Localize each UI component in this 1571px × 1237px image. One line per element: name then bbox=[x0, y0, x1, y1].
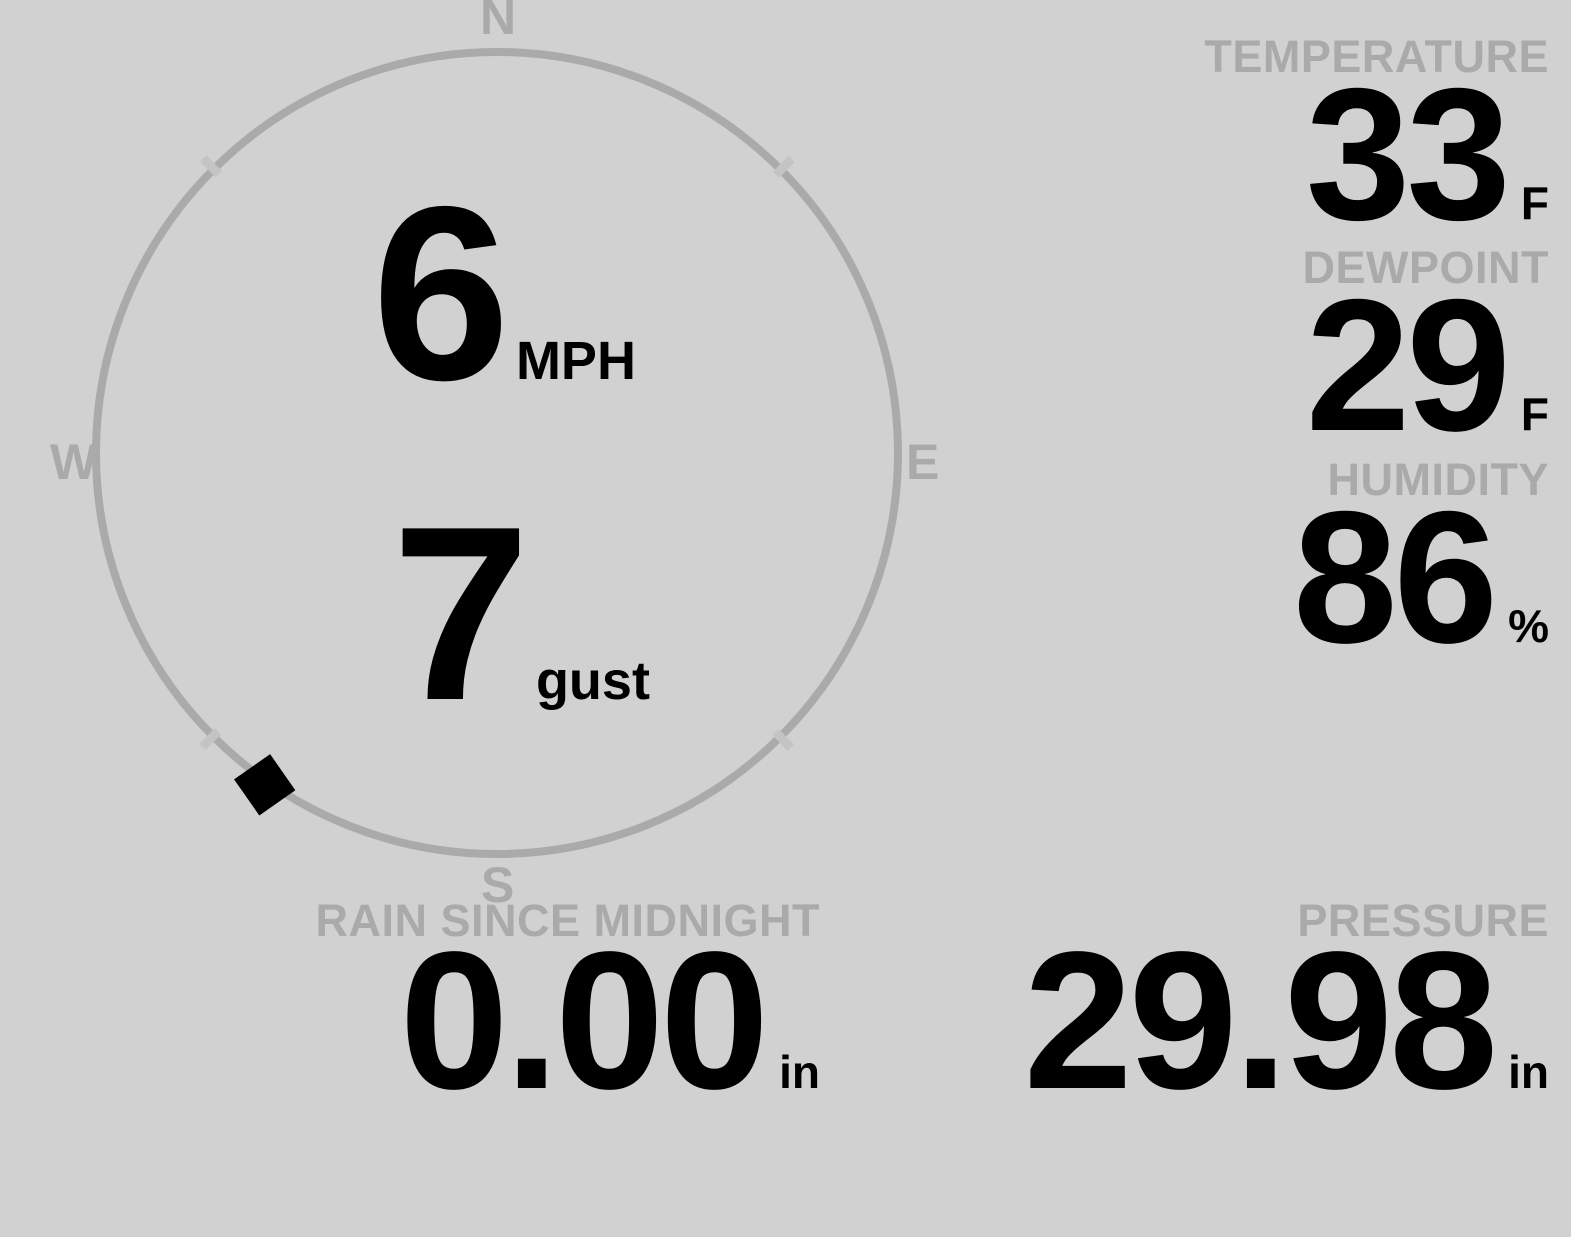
wind-compass-gauge[interactable]: N E S W 6 MPH 7 gust bbox=[0, 0, 1000, 910]
rain-label: RAIN SINCE MIDNIGHT bbox=[315, 895, 820, 946]
wind-gust-value: 7 bbox=[392, 474, 530, 752]
rain-value-row: 0.00 in bbox=[180, 911, 820, 1130]
humidity-value: 86 bbox=[1292, 471, 1498, 682]
dewpoint-label: DEWPOINT bbox=[1302, 242, 1549, 294]
rain-unit: in bbox=[779, 1046, 820, 1098]
compass-ring bbox=[92, 48, 902, 858]
pressure-label: PRESSURE bbox=[1297, 895, 1549, 946]
pressure-value-row: 29.98 in bbox=[889, 911, 1549, 1130]
compass-tick-marks bbox=[199, 155, 795, 751]
temperature-unit: F bbox=[1520, 177, 1549, 229]
readout-temperature: TEMPERATURE 33 F bbox=[1049, 31, 1549, 259]
readout-dewpoint: DEWPOINT 29 F bbox=[1049, 242, 1550, 471]
readout-rain-since-midnight: RAIN SINCE MIDNIGHT 0.00 in bbox=[180, 895, 821, 1130]
readout-pressure: PRESSURE 29.98 in bbox=[889, 895, 1549, 1130]
compass-label-east: E bbox=[906, 434, 940, 490]
compass-label-north: N bbox=[480, 0, 517, 45]
compass-label-south: S bbox=[481, 857, 515, 913]
dewpoint-value-row: 29 F bbox=[1049, 260, 1549, 471]
dewpoint-unit: F bbox=[1520, 388, 1549, 441]
humidity-label: HUMIDITY bbox=[1327, 453, 1549, 505]
wind-speed-unit: MPH bbox=[515, 331, 636, 391]
wind-gust-readout: 7 gust bbox=[392, 474, 650, 752]
dewpoint-value: 29 bbox=[1305, 260, 1511, 471]
rain-value: 0.00 bbox=[399, 911, 769, 1130]
readout-humidity: HUMIDITY 86 % bbox=[1049, 453, 1549, 682]
wind-speed-readout: 6 MPH bbox=[372, 154, 636, 432]
humidity-unit: % bbox=[1508, 599, 1549, 652]
wind-gust-unit: gust bbox=[535, 651, 650, 711]
compass-label-west: W bbox=[50, 434, 98, 490]
humidity-value-row: 86 % bbox=[1049, 471, 1549, 682]
temperature-label: TEMPERATURE bbox=[1204, 31, 1549, 82]
pressure-unit: in bbox=[1508, 1046, 1549, 1098]
temperature-value: 33 bbox=[1305, 49, 1511, 259]
wind-speed-value: 6 bbox=[372, 154, 510, 432]
pressure-value: 29.98 bbox=[1023, 911, 1498, 1130]
temperature-value-row: 33 F bbox=[1049, 49, 1549, 259]
readout-column: TEMPERATURE 33 F DEWPOINT 29 F HUMIDITY … bbox=[1049, 31, 1550, 682]
